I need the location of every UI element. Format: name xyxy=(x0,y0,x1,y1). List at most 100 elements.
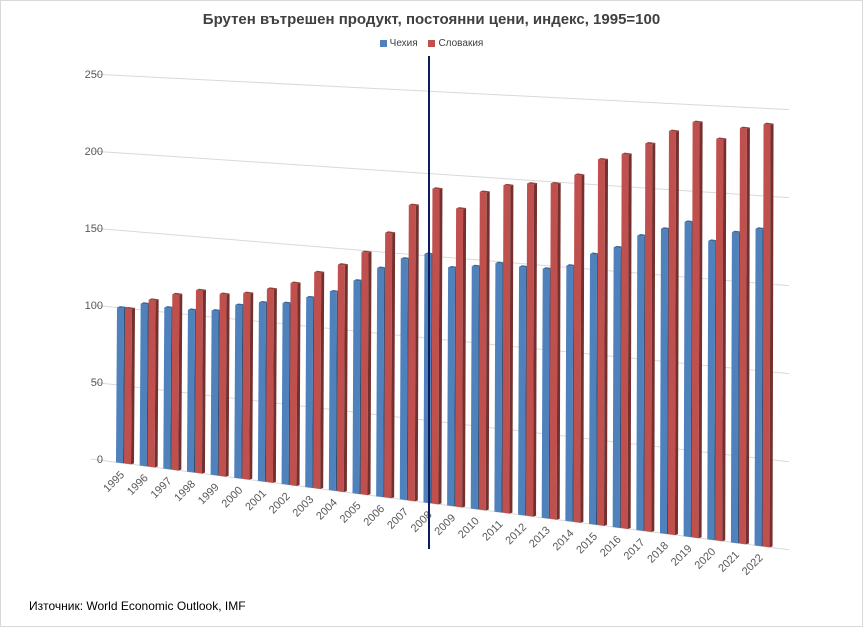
bar-face xyxy=(659,228,668,535)
bar-top xyxy=(448,266,459,269)
y-tick-label: 250 xyxy=(85,69,103,81)
bar-slovakia-2016 xyxy=(620,152,632,529)
bar-face xyxy=(423,253,432,504)
bar-top xyxy=(235,303,246,306)
bar-face xyxy=(431,188,440,505)
bar-face xyxy=(644,143,653,533)
bar-slovakia-1997 xyxy=(171,292,183,471)
bar-side xyxy=(272,288,277,483)
y-tick-label: 0 xyxy=(97,454,103,466)
bar-side xyxy=(556,182,561,520)
bar-top xyxy=(763,122,774,125)
bar-slovakia-2007 xyxy=(407,203,419,502)
bar-top xyxy=(290,281,301,284)
x-tick-label: 2007 xyxy=(385,506,411,532)
bar-top xyxy=(471,264,482,267)
bar-face xyxy=(715,138,724,542)
bar-face xyxy=(597,159,605,526)
x-tick-label: 2011 xyxy=(480,518,505,543)
bar-slovakia-2011 xyxy=(502,183,514,514)
bar-top xyxy=(187,308,198,311)
bar-top xyxy=(503,183,514,187)
bar-slovakia-2006 xyxy=(384,231,396,499)
x-tick-label: 2002 xyxy=(267,491,293,517)
bar-top xyxy=(385,231,396,234)
bar-side xyxy=(438,188,443,505)
bar-face xyxy=(352,280,361,495)
x-tick-label: 2004 xyxy=(314,497,340,523)
bar-top xyxy=(117,306,127,309)
bar-face xyxy=(116,307,124,464)
bar-face xyxy=(526,183,535,517)
bar-face xyxy=(612,247,621,528)
y-tick-label: 50 xyxy=(91,377,103,389)
x-tick-label: 2009 xyxy=(432,512,458,538)
bar-slovakia-1998 xyxy=(194,288,206,474)
bar-top xyxy=(353,279,364,282)
bar-slovakia-2010 xyxy=(478,190,490,511)
x-tick-label: 2006 xyxy=(361,503,387,529)
bar-slovakia-2004 xyxy=(336,263,348,493)
bar-face xyxy=(691,121,700,539)
bar-top xyxy=(361,250,372,253)
x-tick-label: 1997 xyxy=(149,475,175,501)
bar-top xyxy=(550,181,561,185)
bar-face xyxy=(171,294,180,471)
x-tick-label: 1995 xyxy=(101,469,127,495)
bar-top xyxy=(219,292,230,295)
bar-top xyxy=(621,152,632,155)
bar-side xyxy=(320,271,325,490)
bar-slovakia-2022 xyxy=(762,122,774,548)
bar-face xyxy=(234,304,243,479)
x-tick-label: 2003 xyxy=(291,494,317,520)
bar-face xyxy=(384,232,393,499)
legend-item-slovakia: Словакия xyxy=(428,38,483,49)
bar-face xyxy=(541,268,550,519)
bar-face xyxy=(242,292,251,480)
bar-side xyxy=(745,127,750,545)
x-tick-label: 2001 xyxy=(243,488,269,514)
bar-side xyxy=(722,138,727,542)
bar-top xyxy=(125,306,135,310)
bar-top xyxy=(574,173,585,176)
bar-top xyxy=(716,137,727,140)
bar-side xyxy=(225,293,230,477)
x-tick-label: 2021 xyxy=(716,549,742,575)
x-tick-label: 2012 xyxy=(503,521,529,547)
bar-face xyxy=(573,174,582,523)
bar-top xyxy=(692,120,703,123)
bar-slovakia-2002 xyxy=(289,281,301,486)
bar-side xyxy=(533,182,538,517)
bar-face xyxy=(565,265,574,522)
bar-top xyxy=(266,287,277,290)
bar-face xyxy=(589,253,597,525)
source-note: Източник: World Economic Outlook, IMF xyxy=(29,599,246,613)
bar-face xyxy=(305,297,314,488)
bar-top xyxy=(456,207,467,210)
bar-side xyxy=(249,292,254,480)
bar-side xyxy=(580,174,585,523)
bar-slovakia-2000 xyxy=(242,291,254,480)
bar-face xyxy=(281,303,290,485)
bar-face xyxy=(124,308,132,465)
x-tick-label: 2017 xyxy=(622,537,648,563)
bar-side xyxy=(698,121,703,539)
bar-top xyxy=(755,227,766,230)
bar-side xyxy=(604,158,608,526)
bar-face xyxy=(470,266,479,510)
bar-side xyxy=(343,264,348,493)
bar-face xyxy=(186,309,195,473)
bar-top xyxy=(258,301,269,304)
bar-slovakia-1996 xyxy=(147,298,159,468)
bar-face xyxy=(163,307,172,470)
bar-face xyxy=(313,272,322,490)
chart-title: Брутен вътрешен продукт, постоянни цени,… xyxy=(202,11,661,28)
bar-top xyxy=(400,257,411,260)
bar-face xyxy=(289,282,298,486)
bar-face xyxy=(328,291,337,492)
bar-slovakia-2020 xyxy=(715,137,727,542)
bar-face xyxy=(265,288,274,483)
bar-top xyxy=(172,292,183,296)
x-tick-label: 1999 xyxy=(196,481,222,507)
